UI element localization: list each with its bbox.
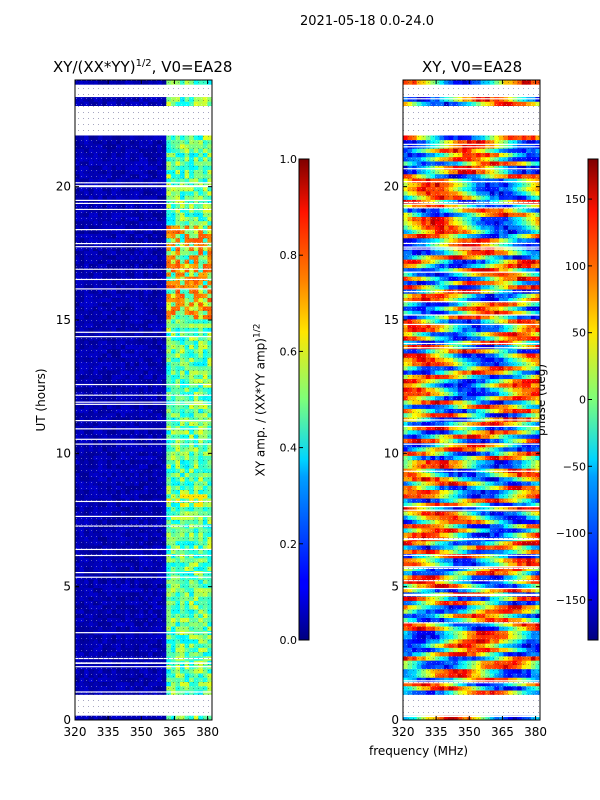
x-axis-label: frequency (MHz) — [369, 744, 469, 758]
phase-heatmap — [403, 80, 541, 721]
figure-suptitle: 2021-05-18 0.0-24.0 — [300, 14, 434, 29]
left-panel-title: XY/(XX*YY)1/2, V0=EA28 — [53, 58, 233, 76]
heatmap-texture — [75, 80, 212, 720]
left-plot-frame — [74, 79, 213, 721]
amplitude-heatmap — [75, 80, 213, 721]
right-panel-title: XY, V0=EA28 — [422, 58, 523, 76]
